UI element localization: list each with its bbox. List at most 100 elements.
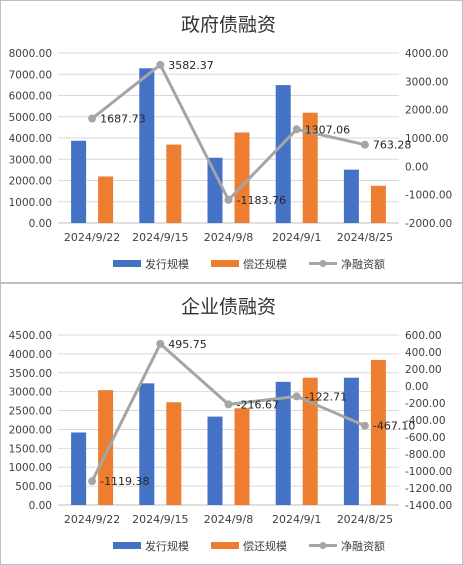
y-tick-label: 2000.00 [9, 424, 52, 436]
bar-repay [166, 144, 182, 223]
x-tick-label: 2024/9/15 [132, 513, 188, 526]
x-tick-label: 2024/8/25 [337, 513, 393, 526]
bar-issue [207, 157, 223, 223]
y2-tick-label: 200.00 [405, 364, 442, 376]
legend-marker [319, 542, 327, 549]
bar-issue [139, 383, 155, 505]
chart-title: 政府债融资 [181, 14, 276, 36]
x-tick-label: 2024/8/25 [337, 231, 393, 244]
data-label: 1307.06 [305, 123, 351, 136]
bar-repay [98, 176, 114, 223]
y-tick-label: 3000.00 [9, 387, 52, 399]
y-tick-label: 2000.00 [9, 176, 52, 188]
net-point [360, 421, 369, 430]
y2-tick-label: 3000.00 [405, 76, 448, 88]
y2-tick-label: -1400.00 [405, 500, 452, 512]
y-tick-label: 5000.00 [9, 112, 52, 124]
gov-bond-chart-svg: 政府债融资 0.00 1000.00 2000.00 3000.00 4000.00 500… [9, 14, 453, 271]
corp-bond-chart-svg: 企业债融资 0.00 500.00 1000.00 1500.00 2000.00 2500… [9, 296, 453, 553]
y-tick-label: 0.00 [29, 500, 52, 512]
y-tick-label: 8000.00 [9, 48, 52, 60]
y2-tick-label: 0.00 [405, 381, 428, 393]
bar-issue [275, 381, 291, 505]
y-tick-label: 4000.00 [9, 133, 52, 145]
y2-tick-label: -2000.00 [405, 218, 452, 230]
y-tick-label: 1000.00 [9, 197, 52, 209]
y-tick-label: 1000.00 [9, 462, 52, 474]
x-tick-label: 2024/9/22 [64, 513, 120, 526]
x-tick-label: 2024/9/22 [64, 231, 120, 244]
data-label: -1119.38 [100, 475, 149, 488]
legend-label: 净融资额 [341, 539, 385, 553]
y2-tick-label: -400.00 [405, 415, 446, 427]
legend-label: 净融资额 [341, 257, 385, 271]
bar-issue [71, 140, 87, 223]
bar-repay [302, 112, 318, 223]
bar-issue [139, 68, 155, 223]
bar-issue [71, 432, 87, 505]
y2-tick-label: 4000.00 [405, 48, 448, 60]
bar-repay [370, 359, 386, 505]
bar-repay [370, 185, 386, 223]
legend-label: 发行规模 [145, 539, 189, 553]
legend-swatch [211, 542, 239, 549]
legend-label: 发行规模 [145, 257, 189, 271]
bar-issue [343, 377, 359, 505]
bar-repay [166, 402, 182, 505]
legend-label: 偿还规模 [243, 539, 287, 553]
gov-bond-chart: 政府债融资 0.00 1000.00 2000.00 3000.00 4000.00 500… [0, 0, 463, 283]
y2-tick-label: 0.00 [405, 161, 428, 173]
y-tick-label: 0.00 [29, 218, 52, 230]
legend-swatch [211, 260, 239, 267]
y-tick-label: 3000.00 [9, 154, 52, 166]
y-tick-label: 4000.00 [9, 349, 52, 361]
legend-swatch [113, 542, 141, 549]
y2-tick-label: 600.00 [405, 330, 442, 342]
chart-title: 企业债融资 [181, 296, 276, 318]
y2-tick-label: 2000.00 [405, 105, 448, 117]
x-tick-label: 2024/9/8 [204, 513, 253, 526]
net-point [292, 392, 301, 401]
y2-tick-label: 400.00 [405, 347, 442, 359]
y-tick-label: 500.00 [15, 481, 52, 493]
y-tick-label: 7000.00 [9, 69, 52, 81]
y-tick-label: 2500.00 [9, 406, 52, 418]
net-point [88, 477, 97, 486]
data-label: -467.10 [373, 420, 415, 433]
data-label: -122.71 [305, 390, 347, 403]
corp-bond-chart: 企业债融资 0.00 500.00 1000.00 1500.00 2000.00 2500… [0, 283, 463, 565]
net-line [90, 341, 366, 482]
bar-repay [234, 408, 250, 505]
bar-repay [98, 390, 114, 505]
net-point [156, 60, 165, 69]
net-point [224, 195, 233, 204]
y-tick-label: 6000.00 [9, 91, 52, 103]
y-tick-label: 1500.00 [9, 443, 52, 455]
net-point [292, 125, 301, 134]
net-point [360, 140, 369, 149]
data-label: 1687.73 [100, 113, 146, 126]
legend: 发行规模 偿还规模 净融资额 [113, 257, 385, 271]
net-point [156, 339, 165, 348]
x-tick-label: 2024/9/1 [272, 513, 321, 526]
y2-tick-label: 1000.00 [405, 133, 448, 145]
y-tick-label: 3500.00 [9, 368, 52, 380]
data-label: 3582.37 [168, 59, 214, 72]
data-label: -216.67 [237, 398, 279, 411]
x-tick-label: 2024/9/15 [132, 231, 188, 244]
y2-tick-label: -600.00 [405, 432, 446, 444]
y2-tick-label: -1000.00 [405, 190, 452, 202]
data-label: 495.75 [168, 338, 207, 351]
legend: 发行规模 偿还规模 净融资额 [113, 539, 385, 553]
y-tick-label: 4500.00 [9, 330, 52, 342]
net-point [224, 400, 233, 409]
net-point [88, 114, 97, 123]
y2-tick-label: -1200.00 [405, 483, 452, 495]
y2-tick-label: -800.00 [405, 449, 446, 461]
bar-repay [302, 377, 318, 505]
legend-label: 偿还规模 [243, 257, 287, 271]
x-tick-label: 2024/9/8 [204, 231, 253, 244]
legend-swatch [113, 260, 141, 267]
bar-issue [275, 85, 291, 224]
x-tick-label: 2024/9/1 [272, 231, 321, 244]
